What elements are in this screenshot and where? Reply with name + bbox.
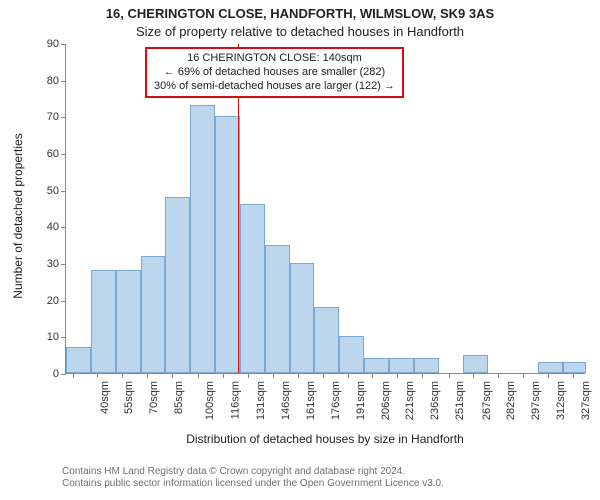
annotation-line1: 16 CHERINGTON CLOSE: 140sqm (154, 52, 395, 66)
x-tick-label: 161sqm (305, 381, 317, 420)
histogram-bar (364, 358, 389, 373)
y-tick-label: 0 (53, 368, 59, 380)
histogram-bar (563, 362, 586, 373)
x-tick-label: 55sqm (123, 381, 135, 414)
x-tick-label: 131sqm (255, 381, 267, 420)
histogram-bar (141, 256, 166, 373)
x-tick-label: 221sqm (405, 381, 417, 420)
x-axis-label: Distribution of detached houses by size … (65, 432, 585, 446)
x-tick-label: 251sqm (454, 381, 466, 420)
x-tick-label: 297sqm (530, 381, 542, 420)
x-tick-label: 146sqm (280, 381, 292, 420)
histogram-bar (339, 336, 364, 373)
histogram-bar (265, 245, 290, 373)
title-line2: Size of property relative to detached ho… (0, 24, 600, 39)
x-tick-label: 327sqm (580, 381, 592, 420)
x-tick-label: 282sqm (506, 381, 518, 420)
x-tick-label: 267sqm (481, 381, 493, 420)
y-tick-label: 50 (47, 185, 59, 197)
x-tick-label: 40sqm (99, 381, 111, 414)
x-tick-label: 191sqm (355, 381, 367, 420)
x-tick-label: 236sqm (429, 381, 441, 420)
y-tick-label: 80 (47, 75, 59, 87)
histogram-bar (190, 105, 215, 373)
x-tick-label: 206sqm (380, 381, 392, 420)
chart-container: 16, CHERINGTON CLOSE, HANDFORTH, WILMSLO… (0, 0, 600, 500)
histogram-bar (314, 307, 339, 373)
footer: Contains HM Land Registry data © Crown c… (62, 466, 444, 490)
footer-line1: Contains HM Land Registry data © Crown c… (62, 466, 444, 478)
histogram-bar (538, 362, 563, 373)
histogram-bar (463, 355, 488, 373)
histogram-bar (414, 358, 439, 373)
y-tick-label: 20 (47, 295, 59, 307)
y-tick-label: 10 (47, 331, 59, 343)
histogram-bar (165, 197, 190, 373)
x-tick-label: 100sqm (204, 381, 216, 420)
y-tick-label: 70 (47, 111, 59, 123)
x-tick-label: 312sqm (555, 381, 567, 420)
histogram-bar (389, 358, 414, 373)
x-tick-label: 176sqm (330, 381, 342, 420)
histogram-bar (116, 270, 141, 373)
x-tick-label: 116sqm (230, 381, 242, 419)
histogram-bar (290, 263, 315, 373)
histogram-bar (66, 347, 91, 373)
y-tick-label: 90 (47, 38, 59, 50)
annotation-line2: ← 69% of detached houses are smaller (28… (154, 66, 395, 80)
annotation-box: 16 CHERINGTON CLOSE: 140sqm ← 69% of det… (145, 47, 404, 98)
title-line1: 16, CHERINGTON CLOSE, HANDFORTH, WILMSLO… (0, 6, 600, 21)
x-tick-label: 70sqm (148, 381, 160, 414)
x-tick-label: 85sqm (173, 381, 185, 414)
y-tick-label: 30 (47, 258, 59, 270)
y-tick-label: 60 (47, 148, 59, 160)
y-axis-label: Number of detached properties (11, 51, 25, 381)
annotation-line3: 30% of semi-detached houses are larger (… (154, 80, 395, 94)
footer-line2: Contains public sector information licen… (62, 478, 444, 490)
histogram-bar (215, 116, 240, 373)
histogram-bar (240, 204, 265, 373)
histogram-bar (91, 270, 116, 373)
y-tick-label: 40 (47, 221, 59, 233)
